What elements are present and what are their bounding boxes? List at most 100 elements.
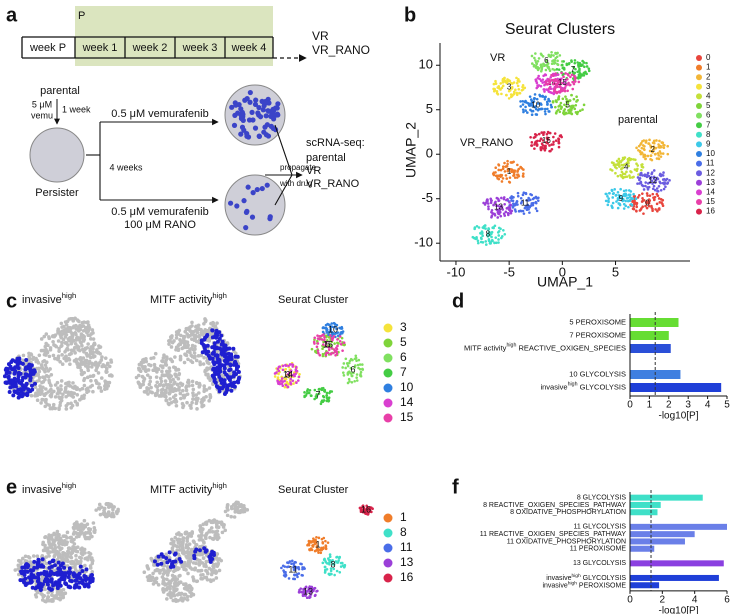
cell-dot <box>208 557 212 561</box>
cell-dot <box>13 365 17 369</box>
cell-dot <box>339 335 342 338</box>
cell-dot <box>650 205 653 208</box>
cell-dot <box>179 381 183 385</box>
scrna-sample: parental <box>306 152 346 164</box>
y-tick-label: 5 <box>426 101 433 116</box>
cell-dot <box>165 597 169 601</box>
cell-dot <box>309 389 312 392</box>
cell-dot <box>517 88 520 91</box>
treatment-window <box>75 6 273 66</box>
cell-dot <box>59 336 63 340</box>
label-part: high <box>62 481 77 490</box>
cell-dot <box>361 363 364 366</box>
cell-dot <box>200 341 204 345</box>
cell-dot <box>531 141 534 144</box>
cell-dot <box>581 108 584 111</box>
legend-label: 8 <box>400 525 407 539</box>
cell-dot <box>178 338 182 342</box>
duration: 1 week <box>62 104 91 114</box>
cell-dot <box>664 182 667 185</box>
cluster-number: 16 <box>361 504 371 514</box>
cell-dot <box>570 94 573 97</box>
cell-dot <box>68 585 72 589</box>
cell-dot <box>99 386 103 390</box>
cell-dot <box>20 565 24 569</box>
cluster-number: 6 <box>544 56 549 65</box>
cell-dot <box>644 155 647 158</box>
cell-dot <box>516 164 519 167</box>
cell-dot <box>477 242 480 245</box>
cell-dot <box>640 172 643 175</box>
cell-dot <box>658 140 661 143</box>
cell-dot <box>208 393 212 397</box>
cell-dot <box>276 380 279 383</box>
cell-dot <box>662 142 665 145</box>
cell-dot <box>284 571 287 574</box>
cell-dot <box>531 62 534 65</box>
legend-swatch <box>696 65 702 71</box>
cell-dot <box>51 598 55 602</box>
legend-swatch <box>696 189 702 195</box>
cluster-number: 9 <box>619 194 624 203</box>
cell-dot <box>86 558 90 562</box>
cell-dot <box>195 579 199 583</box>
cell-dot <box>637 149 640 152</box>
x-axis-label: -log10[P] <box>658 411 698 422</box>
cell-dot <box>358 359 361 362</box>
cell-dot <box>503 196 506 199</box>
cell-dot <box>213 341 217 345</box>
cell-dot <box>153 577 157 581</box>
cell-dot <box>621 159 624 162</box>
cell-dot <box>143 390 147 394</box>
cell-dot <box>290 383 293 386</box>
cell-dot <box>165 386 169 390</box>
cell-dot <box>217 330 221 334</box>
cell-dot <box>493 241 496 244</box>
cell-dot <box>60 322 64 326</box>
cell-dot <box>550 106 553 109</box>
cell-dot <box>618 158 621 161</box>
category-label: MITF activityhigh REACTIVE_OXIGEN_SPECIE… <box>464 343 626 353</box>
cell-dot <box>203 348 207 352</box>
cell-dot <box>159 562 163 566</box>
cell-dot <box>74 327 78 331</box>
cell-dot <box>38 353 42 357</box>
cell-dot <box>178 533 182 537</box>
cell-dot <box>79 556 83 560</box>
cell-dot <box>193 334 197 338</box>
cell-dot <box>80 344 84 348</box>
cell-dot <box>510 199 513 202</box>
cell-dot <box>641 197 644 200</box>
cell-dot <box>295 369 298 372</box>
cell-dot <box>537 69 540 72</box>
cell-dot <box>496 174 499 177</box>
x-tick-label: 5 <box>724 400 730 411</box>
cell-dot <box>334 354 337 357</box>
cell-dot <box>322 562 325 565</box>
cell-dot <box>657 143 660 146</box>
cell-dot <box>560 72 563 75</box>
panel-label: a <box>6 4 18 26</box>
cell-dot <box>642 144 645 147</box>
cell-dot <box>181 402 185 406</box>
cell-dot <box>556 68 559 71</box>
cell-dot <box>150 578 154 582</box>
cell-dot <box>214 324 218 328</box>
cluster-title: Seurat Cluster <box>278 294 349 306</box>
cell-dot <box>234 203 239 208</box>
cell-dot <box>100 389 104 393</box>
legend-swatch <box>384 384 393 393</box>
cell-dot <box>71 381 75 385</box>
cell-dot <box>195 399 199 403</box>
bar <box>630 318 679 327</box>
cell-dot <box>641 184 644 187</box>
cell-dot <box>185 389 189 393</box>
cell-dot <box>177 372 181 376</box>
cell-dot <box>571 113 574 116</box>
cell-dot <box>188 534 192 538</box>
cell-dot <box>552 83 555 86</box>
cell-dot <box>170 345 174 349</box>
legend-label: 6 <box>400 350 407 364</box>
cell-dot <box>534 133 537 136</box>
panel-label: c <box>6 290 17 312</box>
